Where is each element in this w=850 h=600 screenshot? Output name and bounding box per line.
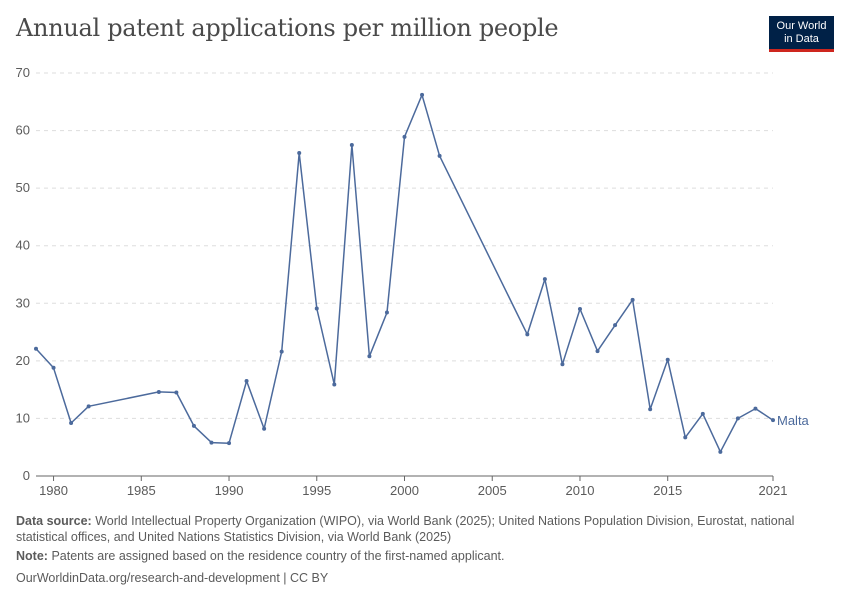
x-tick-label: 2015	[653, 483, 682, 498]
logo-line-1: Our World	[776, 20, 827, 32]
owid-logo[interactable]: Our World in Data	[769, 16, 834, 52]
x-tick-label: 2005	[478, 483, 507, 498]
y-tick-label: 40	[16, 238, 30, 253]
data-point	[665, 357, 670, 362]
x-tick-label: 1980	[39, 483, 68, 498]
data-source-text: World Intellectual Property Organization…	[16, 514, 795, 544]
data-point	[86, 404, 91, 409]
series-label-malta: Malta	[777, 413, 810, 428]
data-point	[51, 365, 56, 370]
note-label: Note:	[16, 549, 48, 563]
data-point	[156, 389, 161, 394]
chart-note: Note: Patents are assigned based on the …	[16, 548, 505, 564]
line-chart: 0 10 20 30 40 50 60 70 1980 1985 1990 1995 2000 2005 2…	[16, 65, 810, 498]
x-tick-label: 2021	[759, 483, 788, 498]
y-tick-label: 70	[16, 65, 30, 80]
x-tick-label: 1995	[302, 483, 331, 498]
data-point	[262, 426, 267, 431]
data-source-label: Data source:	[16, 514, 92, 528]
data-point	[613, 323, 618, 328]
data-point	[753, 406, 758, 411]
logo-line-2: in Data	[784, 33, 819, 45]
series-line-malta	[35, 94, 774, 453]
note-text: Patents are assigned based on the reside…	[51, 549, 505, 563]
chart-title: Annual patent applications per million p…	[16, 14, 559, 42]
y-tick-label: 20	[16, 353, 30, 368]
data-point	[174, 390, 179, 395]
data-point	[577, 307, 582, 312]
data-point	[700, 411, 705, 416]
data-point	[332, 382, 337, 387]
data-point	[542, 277, 547, 282]
data-point	[648, 407, 653, 412]
source-link[interactable]: OurWorldinData.org/research-and-developm…	[16, 571, 329, 585]
data-point	[279, 349, 284, 354]
y-tick-label: 10	[16, 410, 30, 425]
data-point	[314, 306, 319, 311]
data-point	[367, 354, 372, 359]
data-point	[244, 379, 249, 384]
data-point	[683, 435, 688, 440]
data-point	[630, 297, 635, 302]
data-point	[437, 153, 442, 158]
y-tick-label: 60	[16, 123, 30, 138]
data-point	[595, 349, 600, 354]
data-point	[718, 449, 723, 454]
data-point	[384, 310, 389, 315]
data-point	[191, 423, 196, 428]
x-tick-label: 2010	[566, 483, 595, 498]
y-tick-label: 50	[16, 180, 30, 195]
data-point	[69, 421, 74, 426]
data-point	[735, 416, 740, 421]
data-point	[771, 418, 775, 423]
data-point	[34, 346, 38, 351]
data-point	[525, 332, 530, 337]
x-tick-label: 1990	[215, 483, 244, 498]
data-point	[209, 440, 214, 445]
y-tick-label: 30	[16, 295, 30, 310]
x-tick-label: 1985	[127, 483, 156, 498]
data-source: Data source: World Intellectual Property…	[16, 513, 836, 545]
data-point	[227, 441, 232, 446]
data-point	[402, 134, 407, 139]
y-tick-label: 0	[23, 468, 30, 483]
data-point	[560, 362, 565, 367]
data-point	[349, 142, 354, 147]
data-point	[297, 151, 302, 156]
data-point	[420, 92, 425, 97]
x-tick-label: 2000	[390, 483, 419, 498]
